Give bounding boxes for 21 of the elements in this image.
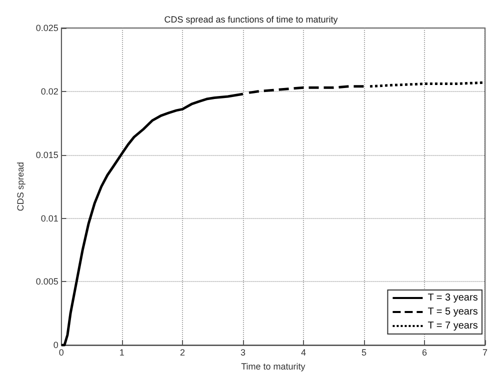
x-axis-title: Time to maturity [241,362,306,372]
legend-label: T = 5 years [428,306,478,318]
y-tick-label: 0.025 [36,23,58,33]
legend-label: T = 3 years [428,292,478,304]
x-tick-label: 5 [361,348,366,358]
x-tick-label: 2 [180,348,185,358]
y-axis-title: CDS spread [16,162,26,212]
y-tick-label: 0 [53,340,58,350]
x-tick-label: 1 [119,348,124,358]
y-tick-label: 0.015 [36,150,58,160]
x-tick-label: 6 [422,348,427,358]
y-tick-label: 0.02 [40,86,58,96]
line-series [60,92,244,346]
y-tick-label: 0.005 [36,276,58,287]
legend-label: T = 7 years [428,320,478,332]
x-tick-label: 3 [240,348,246,358]
x-tick-label: 4 [300,348,306,358]
chart-title: CDS spread as functions of time to maturity [164,14,338,24]
x-tick-label: 7 [482,348,488,358]
y-tick-label: 0.01 [40,213,58,224]
line-series [248,85,366,94]
